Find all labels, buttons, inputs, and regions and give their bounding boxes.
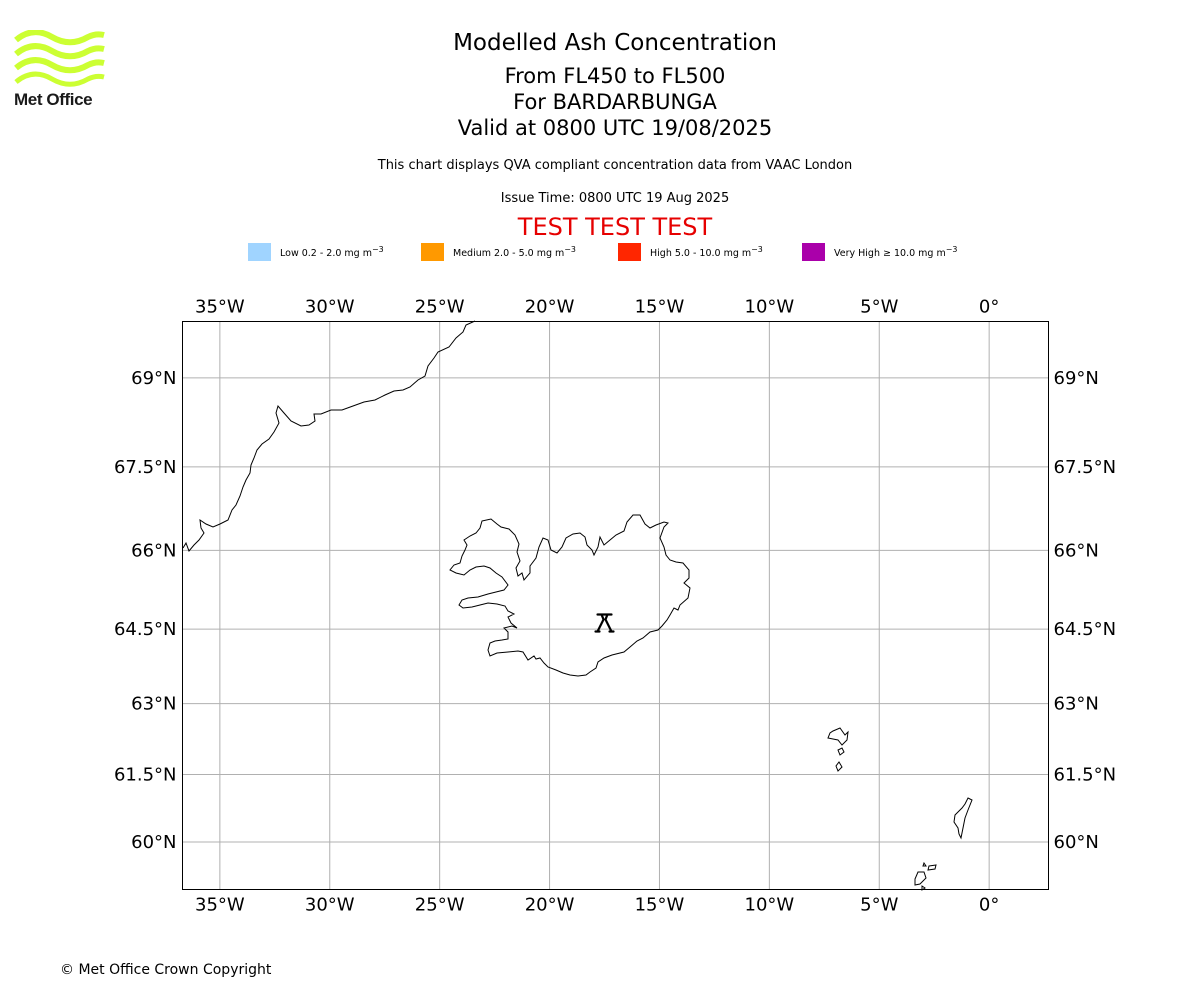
lon-label-bottom: 15°W (635, 895, 685, 916)
shetland-islands (953, 797, 973, 840)
lat-label-left: 66°N (131, 540, 176, 561)
lat-label-right: 60°N (1054, 832, 1099, 853)
graticule (182, 321, 1049, 890)
legend-item-low: Low 0.2 - 2.0 mg m−3 (248, 243, 384, 261)
test-banner: TEST TEST TEST (517, 213, 713, 241)
qva-note: This chart displays QVA compliant concen… (377, 158, 853, 173)
iceland-coast (449, 514, 691, 677)
map-frame (182, 321, 1049, 890)
met-office-logo: Met Office (14, 29, 106, 112)
lat-label-right: 69°N (1054, 368, 1099, 389)
lon-label-bottom: 10°W (745, 895, 795, 916)
coastlines (182, 320, 973, 891)
faroe-islands (827, 727, 849, 772)
lon-label-top: 0° (979, 297, 999, 318)
legend-label-high: High 5.0 - 10.0 mg m−3 (650, 244, 763, 260)
lat-label-left: 63°N (131, 694, 176, 715)
lon-label-top: 15°W (635, 297, 685, 318)
legend-swatch-medium (421, 243, 444, 261)
lon-label-bottom: 5°W (860, 895, 898, 916)
met-office-wordmark: Met Office (14, 90, 93, 109)
concentration-legend: Low 0.2 - 2.0 mg m−3 Medium 2.0 - 5.0 mg… (0, 243, 1200, 265)
lat-label-right: 61.5°N (1054, 764, 1117, 785)
lat-label-right: 67.5°N (1054, 457, 1117, 478)
volcano-marker-icon (594, 613, 615, 633)
lat-label-right: 64.5°N (1054, 619, 1117, 640)
lon-label-top: 35°W (195, 297, 245, 318)
lon-label-bottom: 35°W (195, 895, 245, 916)
chart-title: Modelled Ash Concentration (453, 30, 777, 56)
lat-label-left: 69°N (131, 368, 176, 389)
lon-label-bottom: 20°W (525, 895, 575, 916)
lat-label-right: 63°N (1054, 694, 1099, 715)
lon-label-top: 5°W (860, 297, 898, 318)
flight-level-range: From FL450 to FL500 (504, 64, 726, 88)
lat-label-left: 64.5°N (114, 619, 177, 640)
legend-item-very-high: Very High ≥ 10.0 mg m−3 (802, 243, 957, 261)
valid-time: Valid at 0800 UTC 19/08/2025 (457, 116, 773, 140)
lat-label-left: 60°N (131, 832, 176, 853)
lon-label-bottom: 25°W (415, 895, 465, 916)
legend-label-low: Low 0.2 - 2.0 mg m−3 (280, 244, 384, 260)
legend-swatch-low (248, 243, 271, 261)
legend-swatch-very-high (802, 243, 825, 261)
greenland-coast (182, 320, 476, 552)
lon-label-top: 25°W (415, 297, 465, 318)
copyright-notice: © Met Office Crown Copyright (60, 962, 272, 978)
lat-label-left: 67.5°N (114, 457, 177, 478)
legend-item-high: High 5.0 - 10.0 mg m−3 (618, 243, 763, 261)
axis-tick-labels: 35°W 35°W 30°W 30°W 25°W 25°W 20°W 20°W 15°W 15°W… (114, 297, 1116, 916)
legend-label-medium: Medium 2.0 - 5.0 mg m−3 (453, 244, 576, 260)
lon-label-bottom: 0° (979, 895, 999, 916)
lon-label-top: 10°W (745, 297, 795, 318)
legend-item-medium: Medium 2.0 - 5.0 mg m−3 (421, 243, 576, 261)
lat-label-right: 66°N (1054, 540, 1099, 561)
lon-label-top: 30°W (305, 297, 355, 318)
lon-label-bottom: 30°W (305, 895, 355, 916)
issue-time: Issue Time: 0800 UTC 19 Aug 2025 (500, 191, 730, 206)
lat-label-left: 61.5°N (114, 764, 177, 785)
met-office-waves-icon (14, 29, 105, 87)
lon-label-top: 20°W (525, 297, 575, 318)
orkney-islands (914, 861, 937, 891)
volcano-title: For BARDARBUNGA (513, 90, 717, 114)
legend-label-very-high: Very High ≥ 10.0 mg m−3 (834, 244, 958, 260)
legend-swatch-high (618, 243, 641, 261)
